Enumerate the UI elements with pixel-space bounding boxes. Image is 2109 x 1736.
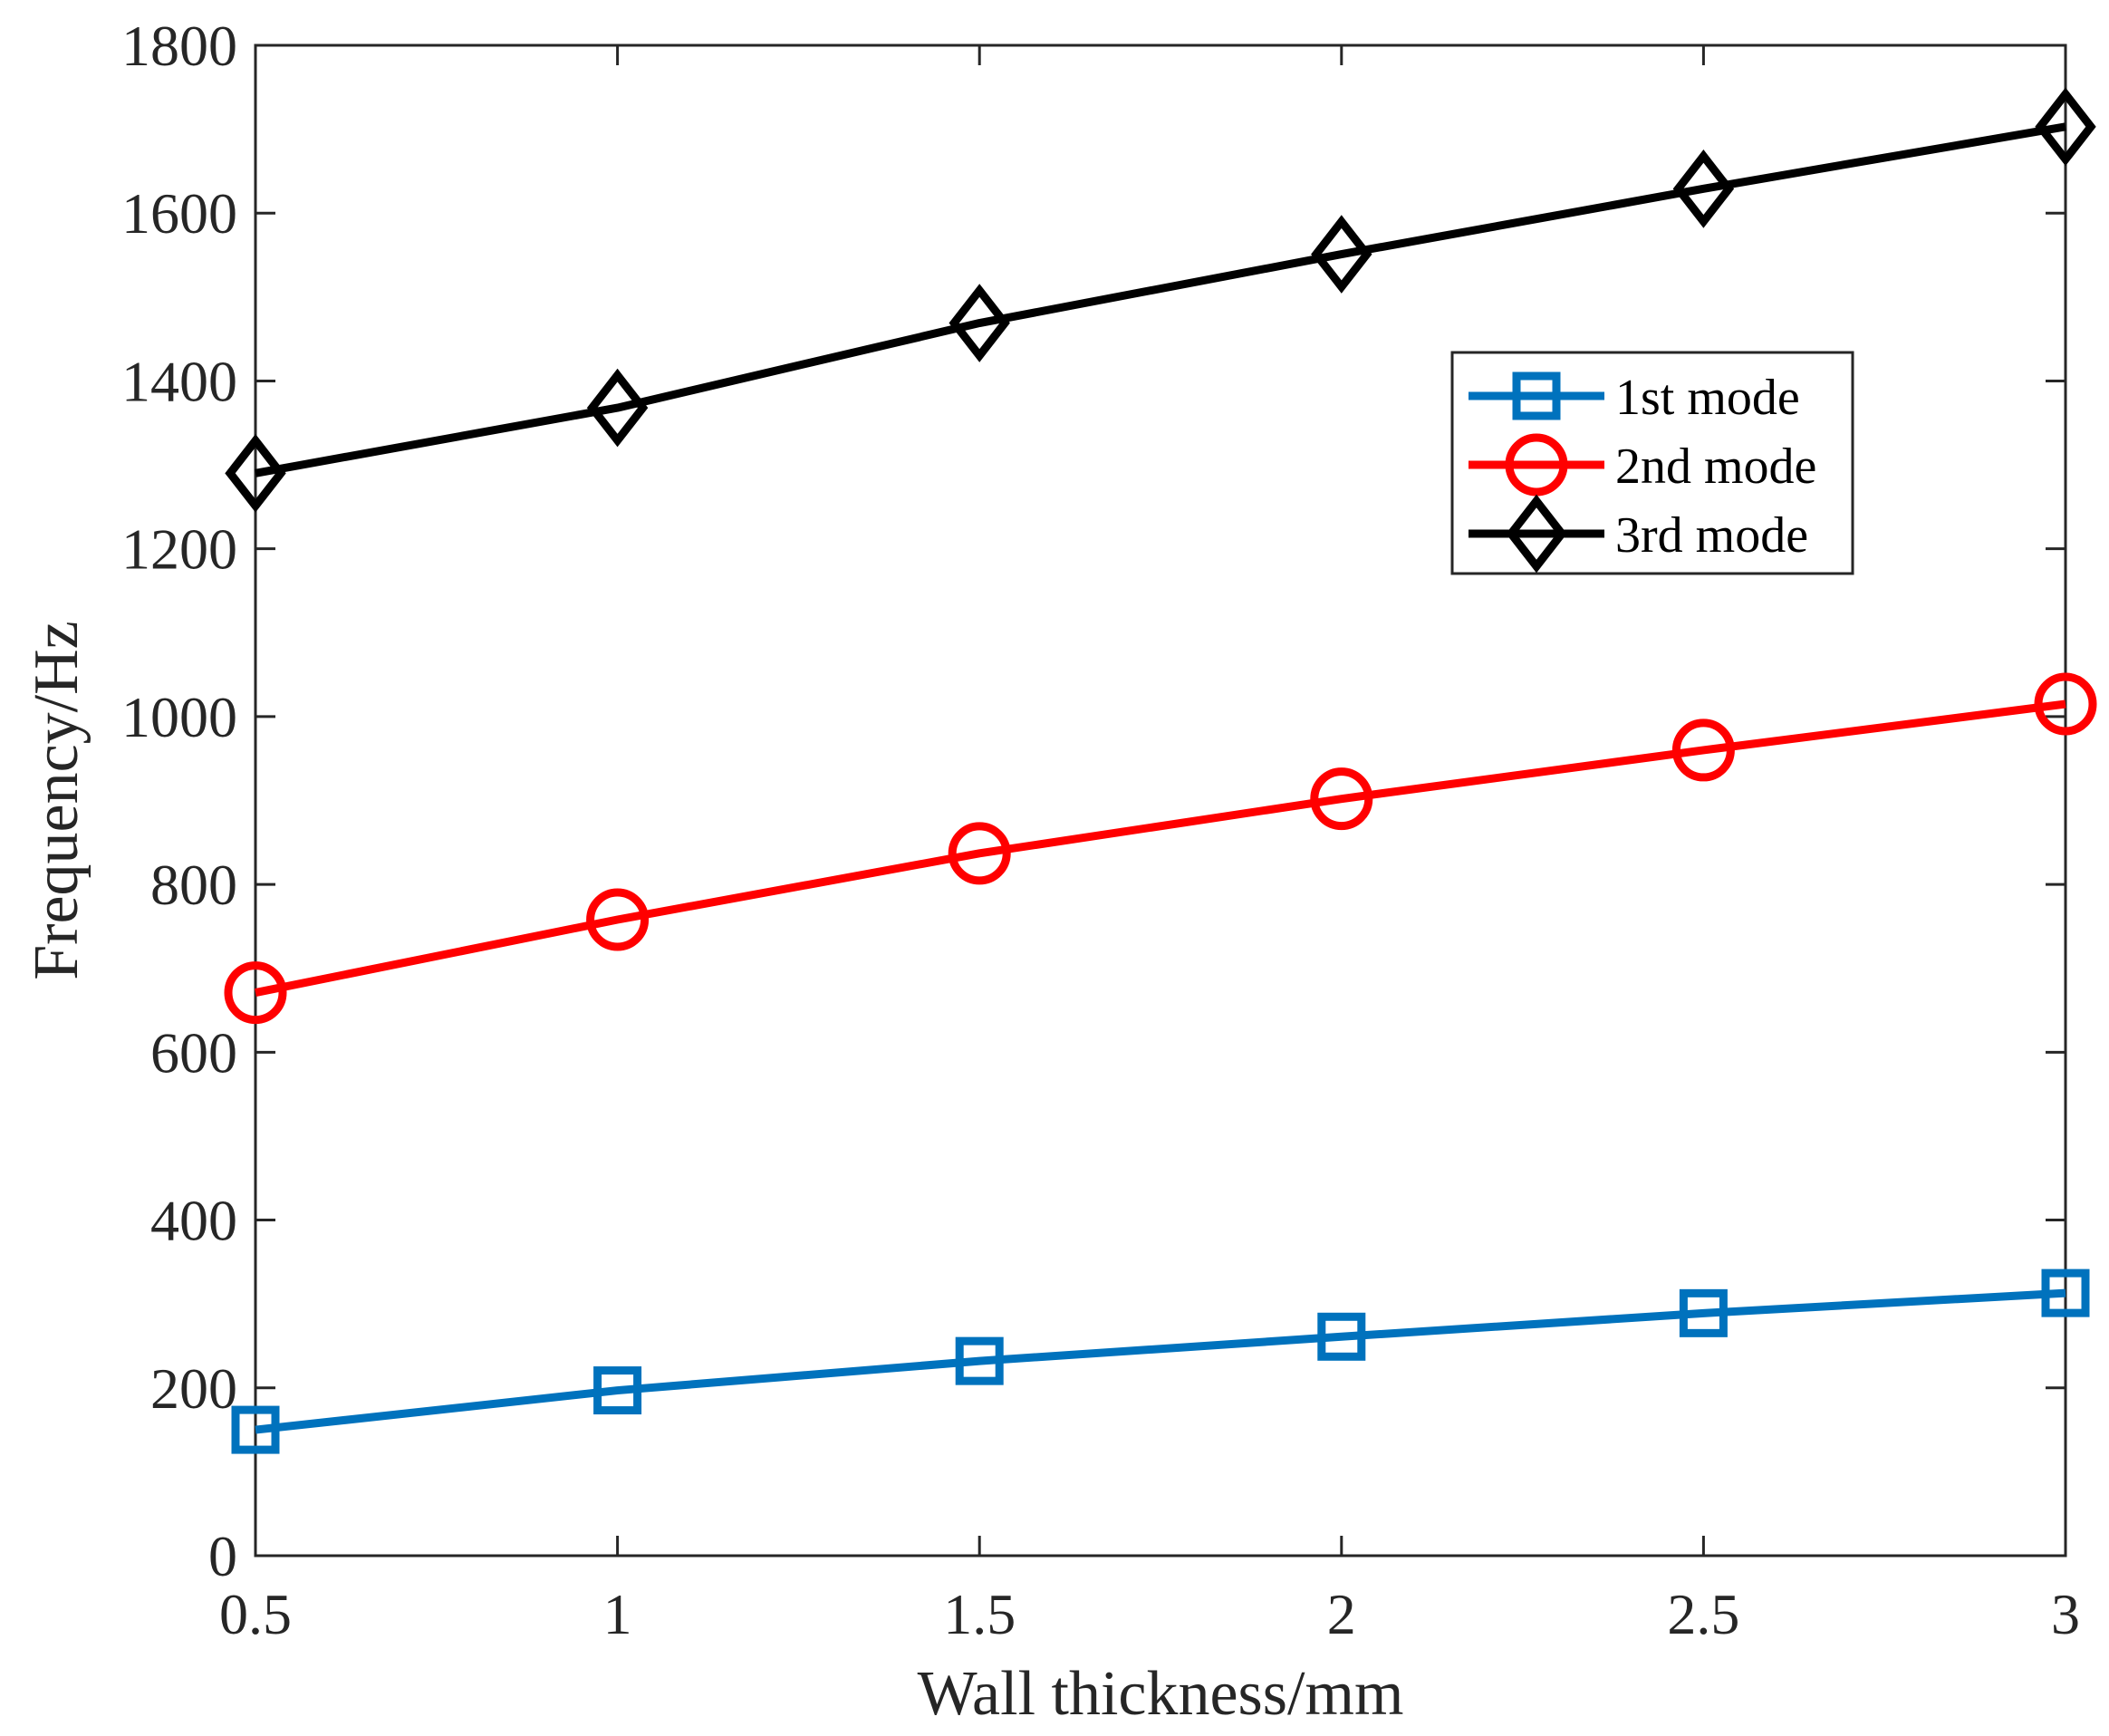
legend-label: 2nd mode — [1615, 439, 1816, 495]
y-tick-label: 1400 — [121, 349, 237, 413]
x-tick-label: 3 — [2051, 1582, 2080, 1646]
y-tick-label: 200 — [150, 1356, 237, 1421]
legend-item-2: 2nd mode — [1469, 438, 1816, 495]
x-tick-label: 1 — [603, 1582, 632, 1646]
y-tick-label: 1600 — [121, 181, 237, 246]
y-tick-label: 1800 — [121, 14, 237, 78]
line-chart: 0 200 400 600 800 1000 1200 1400 1600 1800 0.5 1 1.… — [0, 0, 2109, 1736]
x-tick-label: 2.5 — [1667, 1582, 1739, 1646]
x-tick-label: 2 — [1327, 1582, 1356, 1646]
y-tick-label: 1000 — [121, 685, 237, 749]
x-tick-label: 1.5 — [943, 1582, 1016, 1646]
legend-label: 1st mode — [1615, 370, 1800, 426]
plot-frame — [255, 45, 2066, 1556]
x-axis-title: Wall thickness/mm — [918, 1659, 1404, 1729]
y-tick-label: 0 — [208, 1524, 237, 1588]
legend: 1st mode 2nd mode 3rd mode — [1452, 352, 1853, 574]
legend-label: 3rd mode — [1615, 507, 1808, 564]
y-tick-label: 400 — [150, 1189, 237, 1253]
y-axis-title: Frequency/Hz — [22, 621, 91, 980]
x-tick-label: 0.5 — [219, 1582, 292, 1646]
y-tick-label: 800 — [150, 853, 237, 917]
plot-area — [255, 45, 2066, 1556]
legend-item-1: 1st mode — [1469, 370, 1800, 426]
y-tick-label: 600 — [150, 1020, 237, 1085]
y-tick-label: 1200 — [121, 517, 237, 582]
